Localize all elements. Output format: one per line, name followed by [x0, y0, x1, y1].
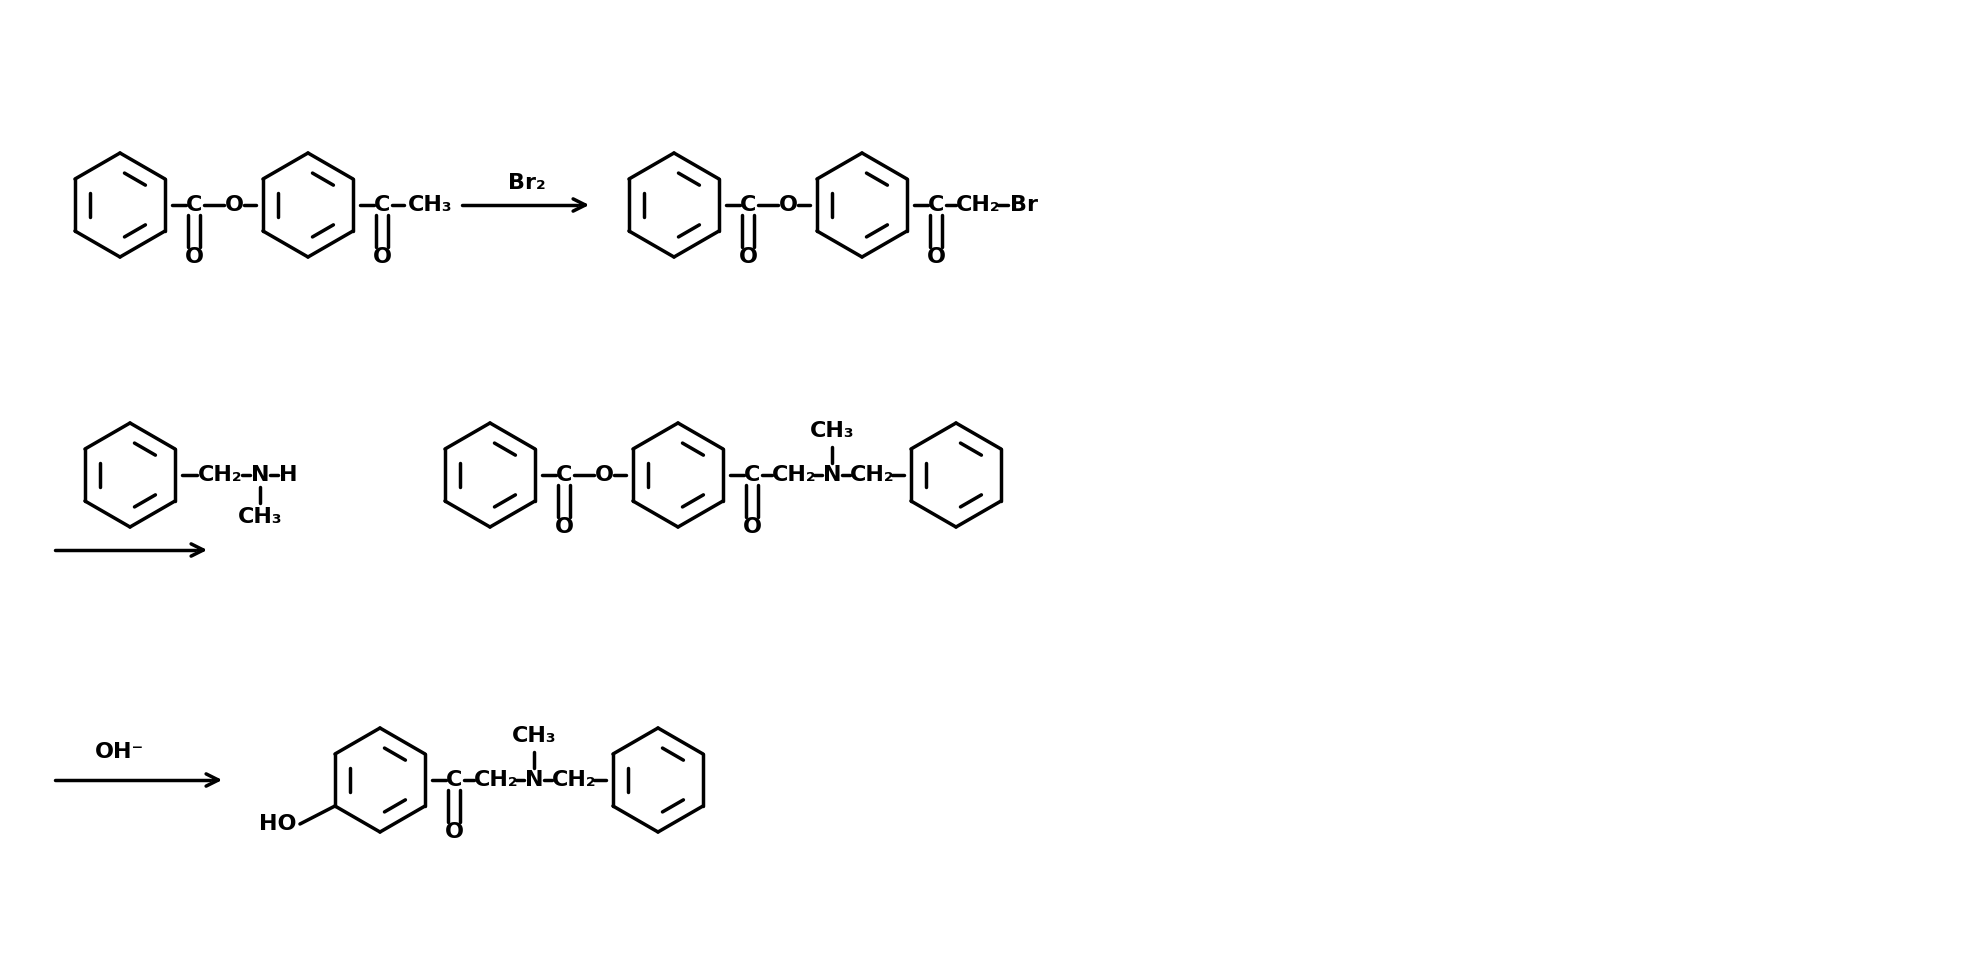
Text: CH₃: CH₃: [809, 421, 854, 441]
Text: N: N: [823, 465, 840, 485]
Text: O: O: [185, 247, 203, 267]
Text: OH⁻: OH⁻: [95, 742, 144, 762]
Text: N: N: [251, 465, 268, 485]
Text: O: O: [742, 517, 762, 537]
Text: CH₂: CH₂: [552, 770, 596, 790]
Text: CH₃: CH₃: [408, 195, 452, 215]
Text: C: C: [373, 195, 391, 215]
Text: Br₂: Br₂: [509, 173, 547, 193]
Text: CH₂: CH₂: [771, 465, 817, 485]
Text: Br: Br: [1010, 195, 1038, 215]
Text: O: O: [373, 247, 391, 267]
Text: N: N: [525, 770, 543, 790]
Text: O: O: [444, 822, 464, 842]
Text: C: C: [740, 195, 756, 215]
Text: C: C: [744, 465, 760, 485]
Text: CH₂: CH₂: [955, 195, 1000, 215]
Text: CH₂: CH₂: [197, 465, 243, 485]
Text: H: H: [278, 465, 298, 485]
Text: CH₃: CH₃: [511, 726, 556, 746]
Text: C: C: [556, 465, 572, 485]
Text: O: O: [225, 195, 243, 215]
Text: O: O: [594, 465, 614, 485]
Text: CH₂: CH₂: [474, 770, 519, 790]
Text: C: C: [446, 770, 462, 790]
Text: C: C: [185, 195, 201, 215]
Text: O: O: [927, 247, 945, 267]
Text: HO: HO: [258, 814, 296, 834]
Text: O: O: [738, 247, 758, 267]
Text: C: C: [927, 195, 945, 215]
Text: O: O: [554, 517, 574, 537]
Text: CH₂: CH₂: [850, 465, 894, 485]
Text: CH₃: CH₃: [237, 507, 282, 527]
Text: O: O: [779, 195, 797, 215]
